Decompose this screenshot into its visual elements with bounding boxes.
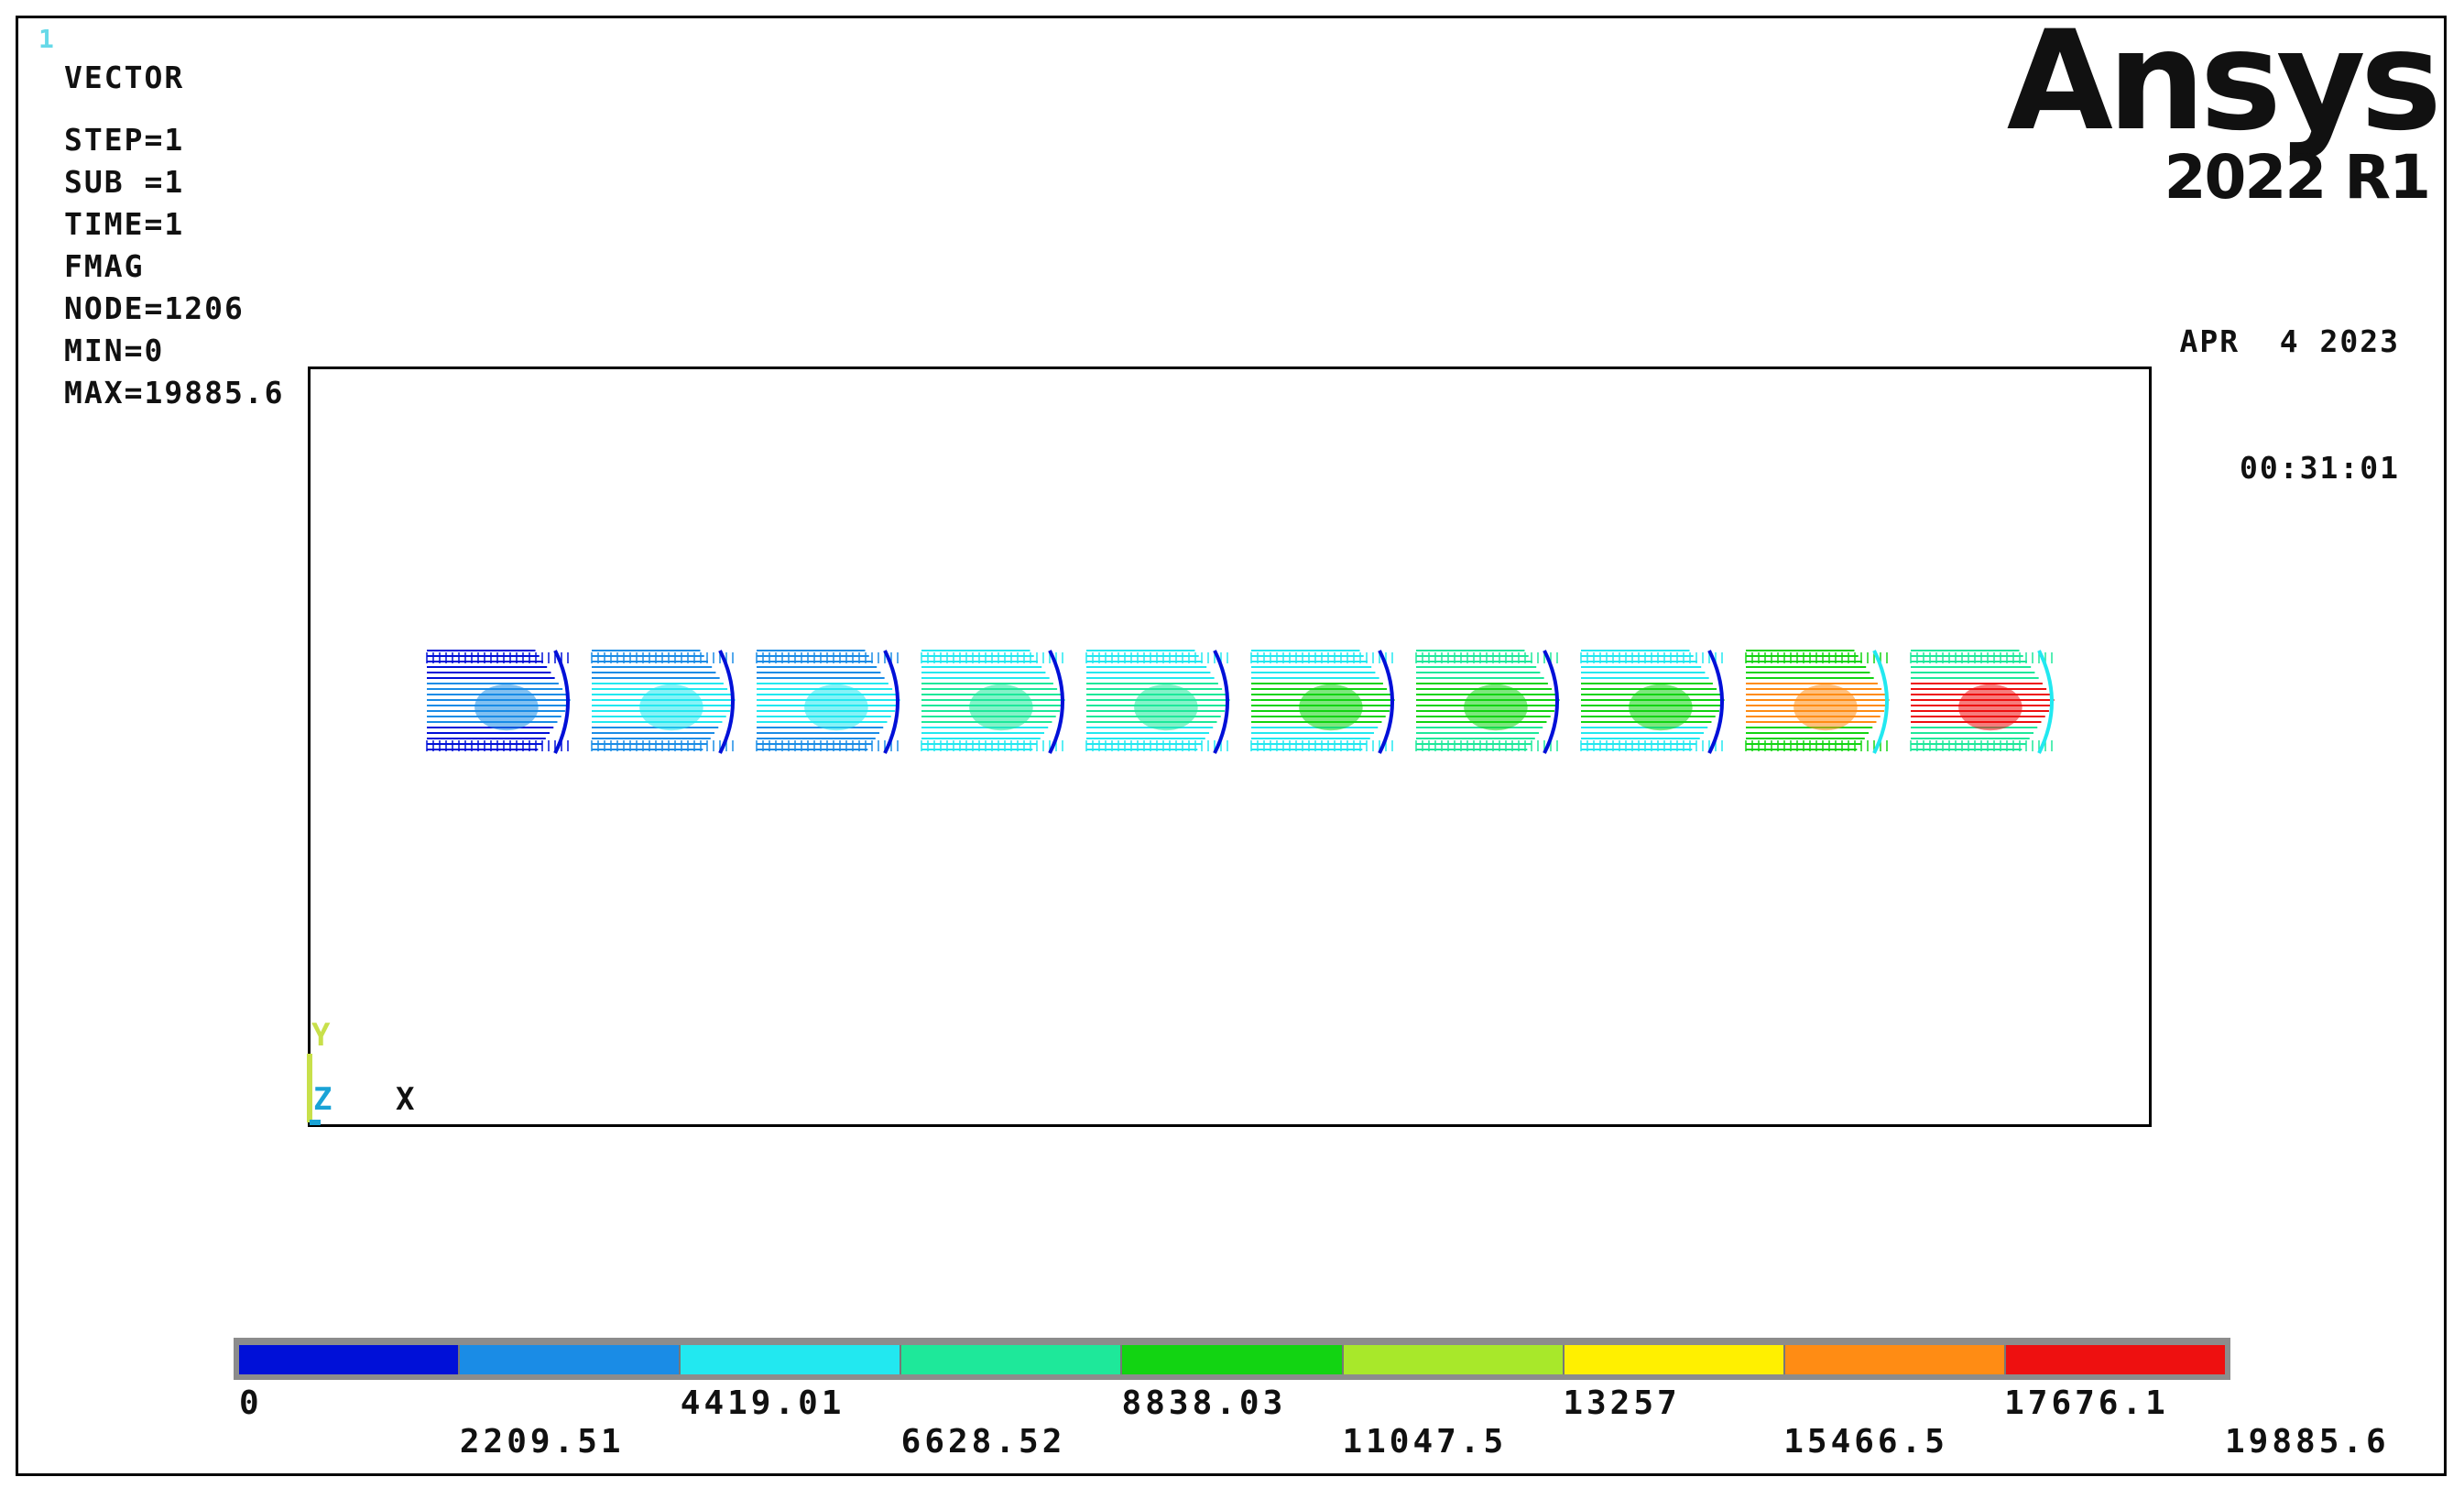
vector-group <box>1250 650 1395 754</box>
vector-group <box>921 650 1065 754</box>
legend-label: 17676.1 <box>2004 1384 2169 1422</box>
plot-info-block: VECTOR STEP=1 SUB =1 TIME=1 FMAG NODE=12… <box>64 57 285 414</box>
legend-swatch <box>1564 1345 1785 1374</box>
vector-core <box>1134 684 1198 731</box>
vector-edge <box>553 650 570 754</box>
vector-edge <box>1872 650 1889 754</box>
legend-label: 15466.5 <box>1783 1423 1948 1461</box>
legend-swatch <box>239 1345 461 1374</box>
legend-label: 11047.5 <box>1342 1423 1508 1461</box>
step-label: STEP=1 <box>64 122 185 158</box>
vector-group <box>1085 650 1230 754</box>
vector-plot <box>426 650 2055 754</box>
vector-edge <box>1378 650 1394 754</box>
vector-edge <box>2037 650 2054 754</box>
timestamp-time: 00:31:01 <box>2240 450 2400 486</box>
legend-label: 0 <box>239 1384 263 1422</box>
legend-swatch <box>901 1345 1123 1374</box>
vector-group <box>1910 650 2055 754</box>
vector-core <box>639 684 703 731</box>
vector-edge <box>718 650 735 754</box>
min-label: MIN=0 <box>64 333 165 368</box>
legend-swatch <box>681 1345 902 1374</box>
legend-label: 6628.52 <box>900 1423 1066 1461</box>
vector-core <box>1793 684 1858 731</box>
vector-core <box>804 684 868 731</box>
sub-label: SUB =1 <box>64 164 185 200</box>
timestamp: APR 4 2023 00:31:01 <box>2179 236 2400 531</box>
triad-z-label: Z <box>313 1081 333 1118</box>
legend-label: 19885.6 <box>2225 1423 2390 1461</box>
quantity-label: FMAG <box>64 248 145 284</box>
vector-core <box>1629 684 1693 731</box>
vector-group <box>1415 650 1560 754</box>
vector-edge <box>1707 650 1724 754</box>
vector-edge <box>1543 650 1559 754</box>
max-label: MAX=19885.6 <box>64 375 285 410</box>
vector-core <box>969 684 1033 731</box>
node-label: NODE=1206 <box>64 290 245 326</box>
vector-edge <box>1213 650 1229 754</box>
legend-label: 8838.03 <box>1121 1384 1287 1422</box>
vector-core <box>474 684 539 731</box>
contour-legend-bar <box>234 1338 2230 1380</box>
coordinate-triad: Y Z X <box>302 1008 449 1127</box>
ansys-logo: Ansys 2022 R1 <box>2006 2 2442 214</box>
triad-y-label: Y <box>311 1017 331 1054</box>
vector-group <box>591 650 736 754</box>
vector-edge <box>883 650 899 754</box>
contour-legend-labels: 0 2209.51 4419.01 6628.52 8838.03 11047.5 1325… <box>234 1379 2464 1461</box>
legend-swatch <box>460 1345 681 1374</box>
vector-core <box>1464 684 1528 731</box>
vector-core <box>1958 684 2022 731</box>
legend-label: 4419.01 <box>680 1384 845 1422</box>
vector-core <box>1299 684 1363 731</box>
vector-group <box>756 650 900 754</box>
time-label: TIME=1 <box>64 206 185 242</box>
plot-type-label: VECTOR <box>64 60 185 95</box>
window-number: 1 <box>38 24 54 54</box>
legend-label: 13257 <box>1563 1384 1681 1422</box>
legend-swatch <box>1122 1345 1344 1374</box>
vector-group <box>1745 650 1890 754</box>
plot-viewport[interactable] <box>308 367 2152 1127</box>
vector-group <box>1580 650 1725 754</box>
vector-edge <box>1048 650 1064 754</box>
legend-swatch <box>2005 1345 2225 1374</box>
legend-swatch <box>1343 1345 1565 1374</box>
triad-x-label: X <box>396 1081 415 1118</box>
legend-swatch <box>1784 1345 2006 1374</box>
vector-group <box>426 650 571 754</box>
brand-version: 2022 R1 <box>2164 142 2431 213</box>
brand-name: Ansys <box>2006 2 2442 161</box>
legend-label: 2209.51 <box>459 1423 625 1461</box>
timestamp-date: APR 4 2023 <box>2179 323 2400 359</box>
